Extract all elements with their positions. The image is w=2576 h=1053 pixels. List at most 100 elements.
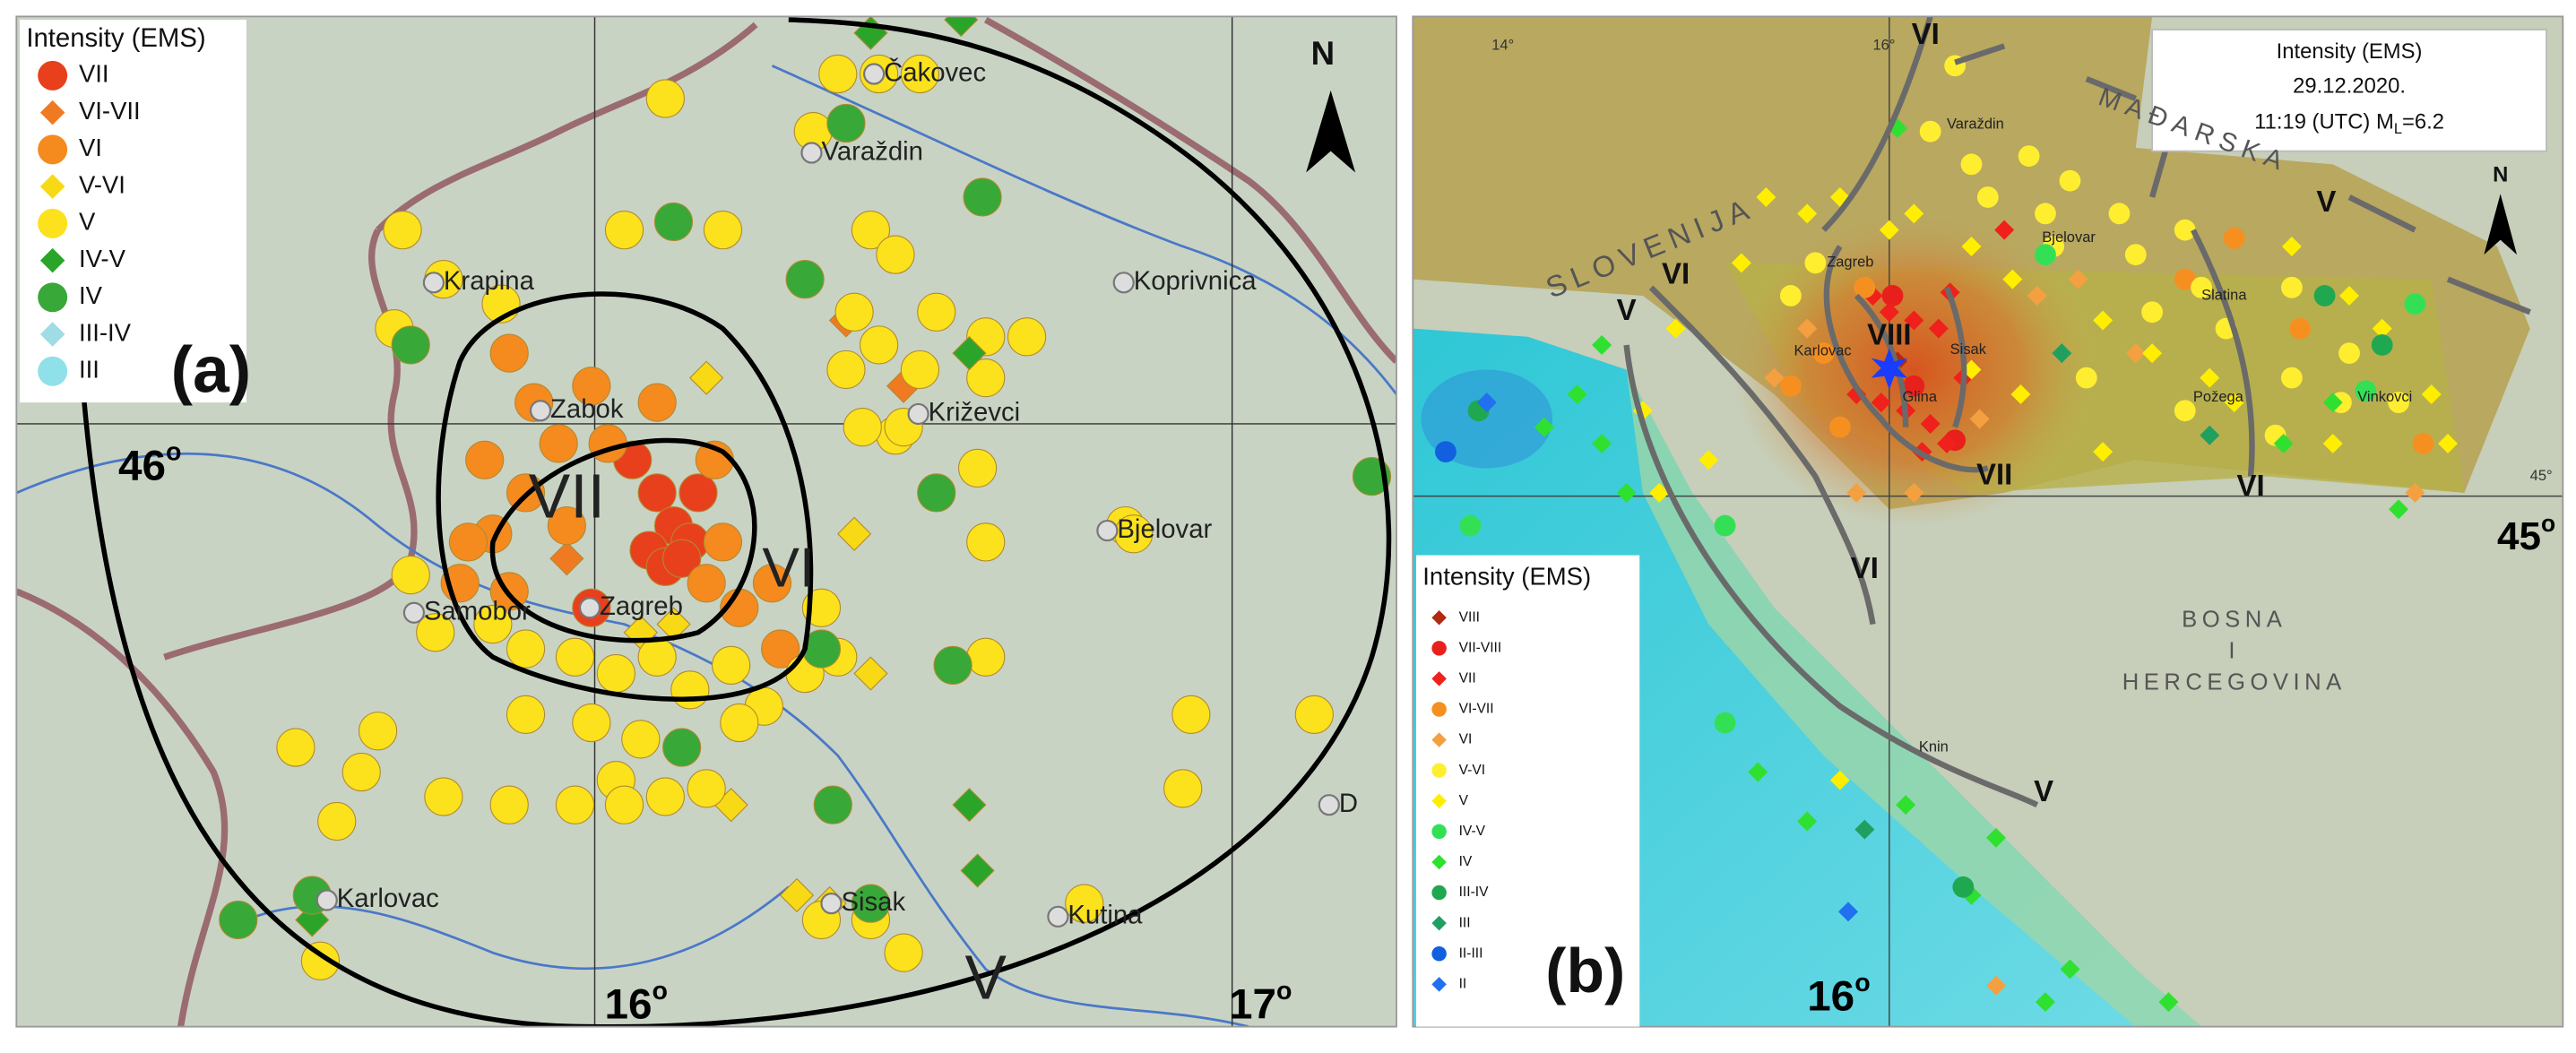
intensity-dot [712,645,751,686]
coordinate-value: 45 [2497,514,2541,558]
legend-label: VI-VII [79,97,141,125]
intensity-dot [1431,641,1447,656]
coordinate-sup: o [2541,510,2555,537]
intensity-diamond [1928,318,1949,339]
intensity-dot [1171,695,1211,734]
intensity-dot [1828,416,1851,438]
place-marker [316,889,338,911]
intensity-dot [2371,334,2393,356]
intensity-diamond [1431,915,1447,931]
intensity-dot [604,211,644,250]
place-label: Karlovac [1794,343,1852,359]
intensity-dot [834,292,874,332]
legend-label: VI [79,134,102,161]
north-arrow [2484,194,2518,255]
intensity-dot [1952,876,1975,898]
coordinate-label: 45o [2497,510,2555,558]
isoseismal-label: VI [1662,257,1690,290]
intensity-diamond [39,247,65,273]
intensity-dot [1431,824,1447,840]
place-label: Bjelovar [1117,514,1212,544]
place-marker [578,597,601,619]
legend-label: V [1459,793,1469,808]
intensity-diamond [2200,425,2220,445]
place-label: Koprivnica [1134,266,1258,296]
isoseismal-label: VII [529,461,605,531]
legend-label: III [79,356,99,384]
place-label: Požega [2193,389,2244,405]
intensity-diamond [1731,253,1751,273]
border [163,229,418,660]
place-label: Karlovac [337,884,439,913]
intensity-diamond [944,16,979,38]
intensity-dot [703,211,743,250]
isoseismal-label: VII [1976,457,2012,490]
intensity-diamond [1748,762,1768,782]
coordinate-label: 46o [118,437,181,489]
intensity-dot [489,785,529,824]
country-label: HERCEGOVINA [2122,669,2347,695]
intensity-diamond [2052,343,2072,364]
intensity-dot [2338,342,2360,365]
intensity-dot [813,785,852,824]
intensity-dot [662,728,702,767]
legend-label: V-VI [1459,763,1485,778]
intensity-dot [391,325,430,365]
intensity-diamond [1431,671,1447,686]
intensity-dot [957,448,998,488]
isoseismal [79,17,1392,1027]
legend-label: IV [1459,854,1473,869]
header-date: 29.12.2020. [2293,73,2406,98]
north-arrow [1306,90,1356,173]
intensity-diamond [1854,819,1875,840]
isoseismal-label: V [965,943,1007,1013]
intensity-dot [720,703,759,743]
isoseismals [1623,16,2531,808]
intensity-diamond [952,336,987,371]
intensity-dot [1812,342,1835,365]
legend-label: VII [1459,671,1476,686]
intensity-diamond [1871,393,1891,413]
place-label: Slatina [2201,287,2247,303]
intensity-dot [2289,317,2311,340]
coordinate-sup: o [166,437,181,466]
header-magnitude: 11:19 (UTC) ML=6.2 [2254,110,2444,137]
intensity-dot [826,103,866,143]
coordinate-label: 16o [605,976,668,1028]
intensity-diamond [1431,609,1447,626]
intensity-dot [276,728,316,767]
intensity-dot [1903,375,1925,397]
intensity-dot [2412,433,2434,454]
intensity-dot [687,564,726,603]
coordinate-sup: o [1276,976,1292,1005]
intensity-diamond [1431,977,1447,992]
intensity-dot [1714,712,1736,734]
intensity-diamond [1896,795,1916,816]
isoseismal-label: VI [2236,469,2264,502]
legend-label: IV-V [79,245,126,272]
legend-label: II-III [1459,945,1483,961]
intensity-dot [662,539,702,578]
intensity-dot [2280,276,2303,298]
intensity-dot [1294,695,1334,734]
place-label: Zabok [550,394,624,424]
intensity-dot [219,900,258,940]
intensity-dot [884,933,923,972]
place-marker [1112,272,1135,294]
intensity-dot [1854,276,1876,298]
intensity-diamond [853,656,888,691]
intensity-dot [1431,885,1447,901]
grid-label: 14° [1491,38,1514,54]
isoseismal-label: VI [1912,17,1940,50]
intensity-dot [761,629,800,669]
place-label: Sisak [1950,341,1987,358]
legend-label: III [1459,915,1471,930]
intensity-dot [596,653,635,694]
coordinate-sup: o [653,976,668,1005]
intensity-dot [917,292,956,332]
intensity-dot [900,54,940,94]
intensity-diamond [2142,343,2163,364]
isoseismal [436,291,814,702]
legend-box [1415,555,1640,1027]
intensity-diamond [1431,732,1447,747]
